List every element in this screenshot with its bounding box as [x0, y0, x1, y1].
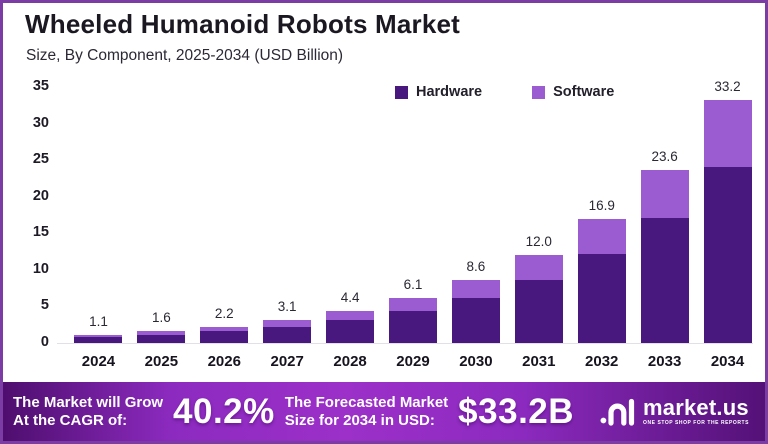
y-axis-tick: 15 — [32, 224, 49, 241]
stacked-bar-2032 — [577, 219, 626, 343]
stacked-bar-2030 — [451, 280, 500, 343]
logo-tagline: ONE STOP SHOP FOR THE REPORTS — [643, 420, 749, 426]
hardware-swatch-icon — [395, 85, 408, 99]
x-axis-label: 2025 — [144, 353, 179, 370]
y-axis-tick: 30 — [32, 114, 49, 131]
software-segment — [451, 280, 500, 298]
bar-column-2029: 6.1 2029 — [382, 87, 445, 370]
software-segment — [137, 331, 186, 335]
stacked-bar-2028 — [326, 310, 375, 343]
bar-column-2032: 16.9 2032 — [570, 87, 633, 370]
software-segment — [388, 298, 437, 311]
stacked-bar-2026 — [200, 326, 249, 343]
bar-column-2027: 3.1 2027 — [256, 87, 319, 370]
bar-value-label: 4.4 — [340, 289, 360, 305]
x-axis-label: 2027 — [270, 353, 304, 370]
stacked-bar-2033 — [640, 170, 689, 343]
x-axis-label: 2028 — [333, 353, 367, 370]
hardware-segment — [514, 280, 563, 343]
chart-subtitle: Size, By Component, 2025-2034 (USD Billi… — [26, 47, 344, 64]
hardware-segment — [640, 217, 689, 343]
page-title: Wheeled Humanoid Robots Market — [25, 9, 461, 39]
chart-legend: Hardware Software — [395, 84, 614, 100]
y-axis-tick: 10 — [32, 260, 49, 277]
bar-value-label: 3.1 — [277, 299, 297, 315]
hardware-segment — [263, 326, 312, 343]
software-segment — [703, 100, 752, 167]
bar-value-label: 33.2 — [714, 79, 741, 95]
bar-value-label: 2.2 — [214, 305, 234, 321]
hardware-segment — [451, 297, 500, 343]
x-axis-label: 2032 — [585, 353, 619, 370]
hardware-segment — [577, 253, 626, 343]
bar-value-label: 12.0 — [525, 234, 552, 250]
hardware-segment — [326, 319, 375, 343]
software-segment — [577, 219, 626, 254]
y-axis-tick: 5 — [40, 297, 49, 314]
bar-columns: 1.1 2024 1.6 2025 2.2 2026 3.1 2027 4.4 2028 6.1 20… — [67, 79, 759, 370]
logo-text: market.us ONE STOP SHOP FOR THE REPORTS — [643, 397, 749, 426]
cagr-value: 40.2% — [173, 391, 275, 431]
bar-column-2030: 8.6 2030 — [444, 87, 507, 370]
marketus-logo: market.us ONE STOP SHOP FOR THE REPORTS — [600, 397, 749, 427]
stacked-bar-2034 — [703, 100, 752, 343]
hardware-segment — [703, 166, 752, 343]
logo-name: market.us — [643, 395, 749, 420]
stacked-bar-2029 — [388, 298, 437, 343]
y-axis-tick: 25 — [32, 151, 49, 168]
bar-column-2033: 23.6 2033 — [633, 87, 696, 370]
bar-column-2034: 33.2 2034 — [696, 79, 759, 370]
x-axis-label: 2029 — [396, 353, 430, 370]
software-segment — [514, 255, 563, 281]
x-axis-label: 2026 — [207, 353, 241, 370]
bar-column-2028: 4.4 2028 — [319, 87, 382, 370]
forecast-value: $33.2B — [458, 391, 575, 431]
stacked-bar-2024 — [74, 334, 123, 343]
y-axis-tick: 35 — [32, 78, 49, 94]
legend-label: Hardware — [416, 84, 483, 100]
forecast-label: The Forecasted Market Size for 2034 in U… — [284, 393, 449, 429]
software-segment — [263, 320, 312, 327]
bar-value-label: 1.6 — [151, 310, 171, 326]
x-axis-label: 2034 — [710, 353, 745, 370]
legend-label: Software — [553, 84, 615, 100]
hardware-segment — [388, 310, 437, 343]
x-axis-line — [57, 343, 753, 344]
stacked-bar-2025 — [137, 331, 186, 343]
bar-value-label: 16.9 — [588, 198, 615, 214]
stacked-bar-2031 — [514, 255, 563, 343]
software-swatch-icon — [532, 85, 546, 99]
legend-item-software: Software — [532, 84, 614, 100]
software-segment — [640, 170, 689, 218]
hardware-segment — [200, 331, 249, 343]
software-segment — [74, 334, 123, 338]
bar-value-label: 1.1 — [89, 313, 108, 329]
x-axis-label: 2033 — [647, 353, 682, 370]
x-axis-label: 2031 — [522, 353, 556, 370]
bar-column-2024: 1.1 2024 — [67, 87, 130, 370]
bar-value-label: 8.6 — [466, 259, 486, 275]
bottom-banner: The Market will Grow At the CAGR of: 40.… — [3, 382, 765, 441]
cagr-label: The Market will Grow At the CAGR of: — [13, 393, 164, 429]
software-segment — [326, 310, 375, 320]
bar-value-label: 6.1 — [403, 277, 423, 293]
bar-value-label: 23.6 — [651, 149, 678, 165]
bar-column-2031: 12.0 2031 — [507, 87, 570, 370]
y-axis-tick: 20 — [32, 187, 49, 204]
software-segment — [200, 326, 249, 332]
bar-column-2025: 1.6 2025 — [130, 87, 193, 370]
legend-item-hardware: Hardware — [395, 84, 482, 100]
stacked-bar-2027 — [263, 320, 312, 343]
x-axis-label: 2024 — [81, 353, 116, 370]
hardware-segment — [74, 337, 123, 343]
x-axis-label: 2030 — [459, 353, 493, 370]
marketus-logo-icon — [600, 398, 635, 426]
y-axis-tick: 0 — [40, 334, 49, 350]
hardware-segment — [137, 334, 186, 343]
plot-area: 0 5 10 15 20 25 30 35 — [3, 78, 765, 350]
bar-column-2026: 2.2 2026 — [193, 87, 256, 370]
